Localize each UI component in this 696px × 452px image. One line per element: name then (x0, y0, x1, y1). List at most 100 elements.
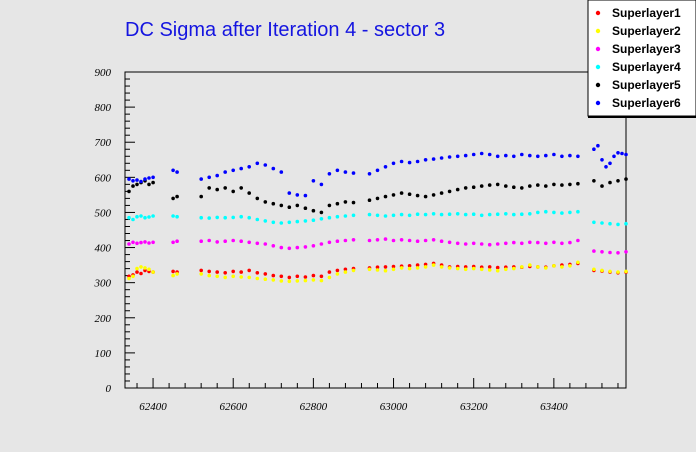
data-point (127, 242, 131, 246)
data-point (351, 238, 356, 242)
data-point (552, 210, 556, 215)
data-point (431, 212, 436, 216)
data-point (504, 241, 508, 246)
data-point (439, 265, 444, 269)
data-point (263, 277, 268, 282)
data-point (151, 175, 155, 180)
data-point (175, 214, 179, 219)
data-point (223, 186, 227, 190)
data-point (439, 156, 444, 160)
data-point (147, 241, 151, 245)
data-point (552, 264, 556, 268)
data-point (415, 159, 420, 164)
data-point (407, 213, 412, 218)
data-point (568, 240, 572, 245)
data-point (319, 182, 324, 187)
data-point (616, 179, 620, 183)
data-point (455, 154, 460, 159)
chart-title: DC Sigma after Iteration 4 - sector 3 (125, 19, 445, 41)
data-point (303, 219, 308, 223)
data-point (143, 240, 147, 244)
data-point (135, 270, 139, 274)
data-point (175, 194, 179, 199)
data-point (287, 246, 292, 251)
x-tick-label: 63200 (460, 401, 488, 413)
data-point (391, 213, 396, 218)
data-point (319, 278, 324, 283)
data-point (311, 218, 316, 222)
data-point (375, 238, 380, 242)
data-point (147, 182, 151, 187)
legend-label: Superlayer1 (612, 6, 681, 20)
data-point (439, 212, 444, 217)
data-point (455, 212, 460, 216)
data-point (423, 212, 428, 217)
data-point (303, 275, 308, 279)
data-point (608, 161, 612, 166)
data-point (544, 153, 548, 158)
data-point (175, 239, 179, 243)
data-point (135, 266, 139, 271)
data-point (343, 170, 348, 174)
data-point (604, 165, 608, 169)
data-point (463, 242, 468, 246)
data-point (287, 191, 292, 195)
data-point (263, 200, 268, 204)
data-point (199, 272, 203, 276)
data-point (199, 268, 203, 273)
data-point (143, 215, 147, 220)
data-point (319, 217, 324, 221)
data-point (447, 240, 452, 245)
data-point (367, 212, 372, 217)
series-4 (127, 209, 628, 227)
data-point (311, 179, 316, 183)
data-point (528, 212, 532, 216)
data-point (223, 239, 227, 243)
x-tick-label: 63400 (540, 401, 568, 413)
data-point (624, 177, 628, 181)
data-point (592, 147, 596, 151)
data-point (271, 220, 276, 225)
data-point (151, 270, 155, 274)
data-point (495, 268, 500, 273)
data-point (231, 189, 235, 194)
data-point (407, 160, 412, 165)
data-point (171, 214, 175, 218)
data-point (568, 210, 572, 215)
data-point (544, 184, 548, 188)
data-point (544, 266, 548, 270)
data-point (624, 250, 628, 254)
data-point (287, 275, 292, 280)
data-point (495, 265, 500, 270)
data-point (215, 215, 219, 220)
data-point (255, 217, 260, 222)
data-point (520, 265, 524, 269)
data-point (147, 267, 151, 272)
data-point (139, 214, 143, 218)
data-point (399, 266, 404, 270)
data-point (335, 201, 340, 206)
data-point (399, 212, 404, 217)
data-point (351, 171, 356, 175)
data-point (151, 240, 155, 245)
legend-box (587, 0, 696, 117)
data-point (311, 278, 316, 282)
data-point (135, 178, 139, 182)
data-point (207, 186, 211, 190)
data-point (247, 165, 251, 169)
data-point (295, 219, 300, 224)
data-point (520, 212, 524, 216)
data-point (171, 269, 175, 274)
data-point (239, 166, 243, 171)
data-point (504, 212, 508, 216)
data-point (367, 198, 372, 202)
data-point (319, 242, 324, 246)
data-point (383, 237, 388, 241)
data-point (383, 265, 388, 269)
data-point (536, 183, 540, 187)
data-point (592, 249, 596, 253)
legend-marker (595, 100, 601, 106)
legend-label: Superlayer5 (612, 78, 681, 92)
data-point (139, 240, 143, 245)
data-point (239, 275, 243, 279)
